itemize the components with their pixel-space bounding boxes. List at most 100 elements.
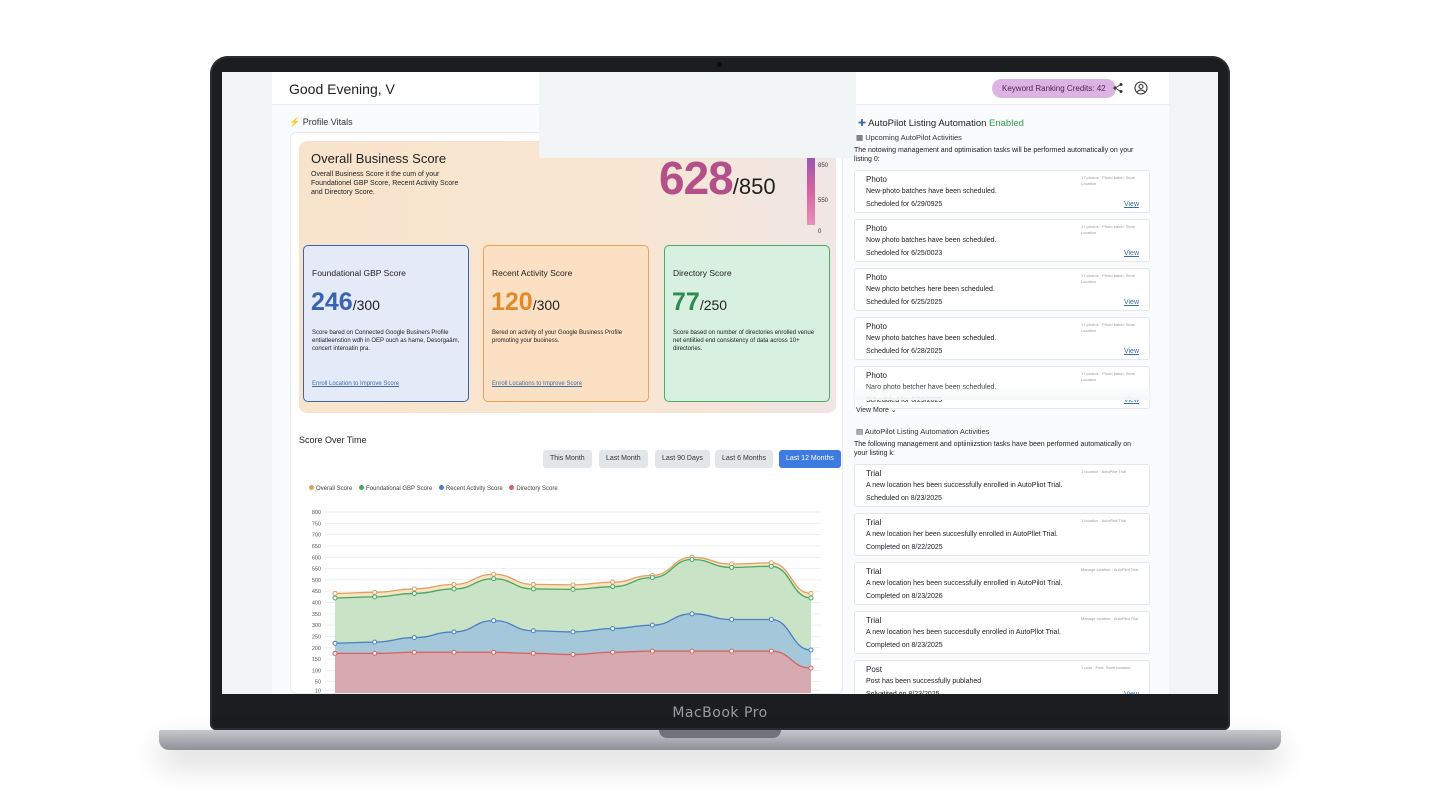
- legend-item[interactable]: Recent Activity Score: [438, 485, 503, 492]
- chart-legend: Overall Score Foundational GBP Score Rec…: [309, 485, 563, 492]
- activity-type: Photo: [866, 371, 887, 380]
- list-fade: [852, 384, 1152, 400]
- tab-this-month[interactable]: This Month: [543, 450, 592, 468]
- data-point: [451, 581, 457, 587]
- account-icon[interactable]: [1134, 81, 1148, 95]
- directory-score-card: Directory Score 77/250 Score based on nu…: [664, 245, 830, 402]
- card-title: Foundational GBP Score: [312, 268, 406, 278]
- card-description: Bered on activity of your Google Busines…: [492, 330, 623, 344]
- activity-card[interactable]: Photo New photo batches have been schedul…: [854, 317, 1150, 360]
- upcoming-heading: ▦ Upcoming AutoPilot Activities: [856, 133, 962, 142]
- activity-card[interactable]: Post Post has been successfully publahed S…: [854, 660, 1150, 694]
- activity-message: New phcto betches here been scheduled.: [866, 286, 995, 293]
- data-point: [649, 622, 655, 628]
- activity-message: New photo batches have been scheduled.: [866, 335, 997, 342]
- legend-item[interactable]: Directory Score: [509, 485, 558, 492]
- view-link[interactable]: View: [1123, 397, 1139, 404]
- enroll-locations-link[interactable]: Enroll Locations to Improve Score: [492, 381, 583, 387]
- activity-meta: 17 photos · Photo batch: Store Location: [1081, 322, 1136, 333]
- data-point: [332, 590, 338, 596]
- activity-date: Scheduled on 8/23/2025: [866, 495, 942, 502]
- data-point: [689, 611, 695, 617]
- y-tick-label: 100: [312, 668, 321, 674]
- activity-card[interactable]: Trial A new location hes been successfull…: [854, 562, 1150, 605]
- data-point: [649, 648, 655, 654]
- series-area: [335, 651, 811, 693]
- activity-card[interactable]: Photo New-photo batches have been schedul…: [854, 170, 1150, 213]
- activity-card[interactable]: Trial A new location hes been successfull…: [854, 464, 1150, 507]
- overall-score-value: 628/850: [659, 152, 776, 204]
- view-link[interactable]: View: [1123, 299, 1139, 306]
- card-title: Directory Score: [673, 268, 732, 278]
- view-link[interactable]: View: [1123, 250, 1139, 257]
- legend-item[interactable]: Overall Score: [309, 485, 352, 492]
- credits-badge[interactable]: Keyword Ranking Credits: 42: [992, 79, 1116, 98]
- activity-date: Completed on 8/23/2026: [866, 593, 943, 600]
- laptop-base: [159, 730, 1281, 750]
- activity-card[interactable]: Photo Now photo batches have been schedul…: [854, 219, 1150, 262]
- tab-last-6-months[interactable]: Last 6 Months: [715, 450, 773, 468]
- data-point: [411, 649, 417, 655]
- data-point: [530, 650, 536, 656]
- y-tick-label: 50: [315, 680, 321, 686]
- blank-overlay: [539, 72, 856, 158]
- activity-message: A new location hes been successfully enr…: [866, 482, 1063, 489]
- activity-meta: 1 post · Post: Store location: [1081, 665, 1131, 670]
- card-score: 77/250: [672, 288, 728, 316]
- data-point: [332, 650, 338, 656]
- activity-date: Schedoled for 6/29/2025: [866, 397, 943, 404]
- activity-meta: 17 photos · Photo batch: Store Location: [1081, 224, 1136, 235]
- view-more-button[interactable]: View More ⌄: [856, 407, 897, 414]
- y-tick-label: 400: [312, 601, 321, 607]
- activity-meta: Manage location · AutoPilot Trial: [1081, 567, 1139, 572]
- view-link[interactable]: View: [1123, 201, 1139, 208]
- autopilot-icon: ✚: [858, 118, 866, 129]
- data-point: [491, 649, 497, 655]
- enroll-location-link[interactable]: Enroll Location to Improve Score: [312, 381, 400, 387]
- view-link[interactable]: View: [1123, 348, 1139, 355]
- score-over-time-chart: 10 50 100 150 200 250 300 350 400 450 500 550 600 650…: [312, 510, 821, 694]
- activity-meta: Manage location · AutoPilot Trial: [1081, 616, 1139, 621]
- calendar-icon: ▦: [856, 133, 864, 142]
- y-tick-label: 450: [312, 589, 321, 595]
- activity-date: Scheduled for 6/25/2025: [866, 299, 943, 306]
- list-icon: ▤: [856, 427, 864, 436]
- activity-message: Now photo batches have been scheduled.: [866, 237, 997, 244]
- activity-card[interactable]: Photo New phcto betches here been schedul…: [854, 268, 1150, 311]
- activity-type: Trial: [866, 567, 882, 576]
- activity-card[interactable]: Trial A new location her been succesfully…: [854, 513, 1150, 556]
- webcam: [717, 62, 722, 67]
- card-title: Recent Activity Score: [492, 268, 573, 278]
- view-link[interactable]: View: [1124, 691, 1139, 694]
- tab-last-90-days[interactable]: Last 90 Days: [655, 450, 710, 468]
- data-point: [689, 648, 695, 654]
- activity-message: New-photo batches have been scheduled.: [866, 188, 997, 195]
- activity-card[interactable]: Trial A new location hes been succesdully…: [854, 611, 1150, 654]
- autopilot-panel: ✚ AutoPilot Listing Automation Enabled ▦…: [852, 112, 1162, 694]
- legend-item[interactable]: Foundational GBP Score: [359, 485, 432, 492]
- overall-score-description: Overall Business Score it the cum of you…: [311, 171, 459, 196]
- tab-last-12-months[interactable]: Last 12 Months: [779, 450, 841, 468]
- activity-type: Post: [866, 665, 883, 674]
- y-tick-label: 550: [312, 567, 321, 573]
- y-tick-label: 600: [312, 555, 321, 561]
- activity-meta: 1 location · AutoPilot Trial: [1081, 469, 1127, 474]
- overall-score-title: Overall Business Score: [311, 151, 447, 166]
- y-tick-label: 500: [312, 578, 321, 584]
- dashboard-app: Good Evening, V Keyword Ranking Credits:…: [272, 72, 1169, 694]
- activity-meta: 17 photos · Photo batch: Store Location: [1081, 371, 1136, 382]
- data-point: [808, 595, 814, 601]
- data-point: [372, 594, 378, 600]
- activity-message: A new location hes been succesdully enro…: [866, 629, 1061, 636]
- data-point: [610, 584, 616, 590]
- data-point: [451, 649, 457, 655]
- tab-last-month[interactable]: Last Month: [599, 450, 648, 468]
- share-icon[interactable]: [1112, 82, 1124, 94]
- device-brand-label: MacBook Pro: [672, 705, 768, 721]
- y-tick-label: 300: [312, 623, 321, 629]
- activity-type: Trial: [866, 616, 882, 625]
- data-point: [372, 639, 378, 645]
- data-point: [372, 589, 378, 595]
- upcoming-description: The notowing management and optimisation…: [854, 147, 1134, 163]
- y-tick-label: 700: [312, 533, 321, 539]
